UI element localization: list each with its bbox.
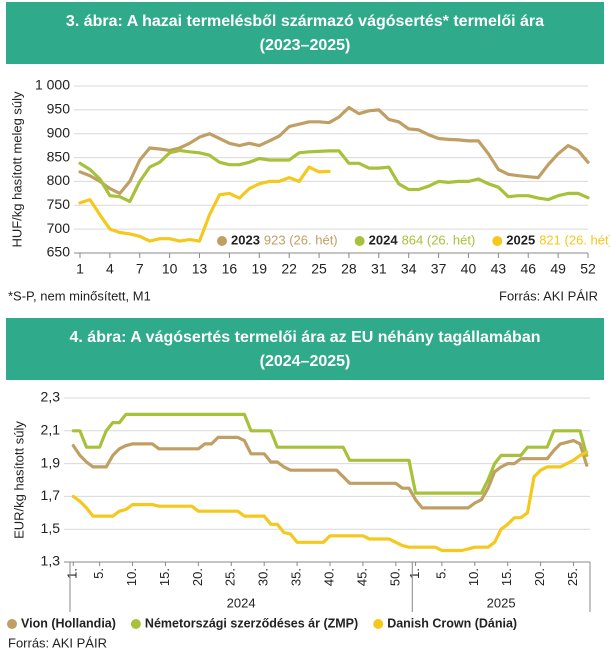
header-band <box>6 2 604 64</box>
x-tick-label: 46 <box>520 261 536 277</box>
chart-title: 4. ábra: A vágósertés termelői ára az EU… <box>70 329 541 346</box>
series-line <box>78 148 590 204</box>
x-tick-label: 22 <box>281 261 297 277</box>
x-tick-label: 10. <box>124 568 139 586</box>
x-tick-label: 31 <box>371 261 387 277</box>
y-tick-label: 2,1 <box>41 422 61 438</box>
x-tick-label: 28 <box>341 261 357 277</box>
x-tick-label: 19 <box>252 261 268 277</box>
legend-marker <box>354 236 365 246</box>
source: Forrás: AKI PÁIR <box>8 635 107 650</box>
y-axis-label: HUF/kg hasított meleg súly <box>9 91 24 248</box>
x-tick-label: 15. <box>499 568 514 586</box>
series-line <box>71 435 589 510</box>
y-tick-label: 1,7 <box>41 487 61 503</box>
x-tick-label: 1. <box>65 568 80 579</box>
series-line <box>78 165 331 243</box>
legend-name: Danish Crown (Dánia) <box>387 616 517 630</box>
x-tick-label: 20. <box>532 568 547 586</box>
x-tick-label: 35. <box>289 568 304 586</box>
x-tick-label: 10. <box>466 568 481 586</box>
y-tick-label: 850 <box>47 148 71 164</box>
y-tick-label: 1,9 <box>41 454 61 470</box>
y-tick-label: 1,3 <box>41 553 61 569</box>
x-tick-label: 34 <box>401 261 417 277</box>
x-tick-label: 45. <box>354 568 369 586</box>
legend-marker <box>217 236 227 246</box>
x-tick-label: 1. <box>407 568 422 579</box>
x-tick-label: 20. <box>190 568 205 586</box>
x-tick-label: 10 <box>162 261 178 277</box>
y-tick-label: 1 000 <box>35 77 70 93</box>
chart-title: 3. ábra: A hazai termelésből származó vá… <box>66 13 544 30</box>
chart-subtitle: (2023–2025) <box>260 37 351 54</box>
legend-note: 923 (26. hét) <box>264 232 338 247</box>
x-tick-label: 40 <box>461 261 477 277</box>
x-tick-label: 4 <box>106 261 114 277</box>
x-tick-label: 7 <box>136 261 144 277</box>
y-tick-label: 750 <box>47 196 71 212</box>
x-tick-label: 16 <box>222 261 238 277</box>
legend-marker <box>130 619 141 629</box>
legend: 2023 923 (26. hét) 2024 864 (26. hét) 2025 82… <box>217 232 610 247</box>
chart-subtitle: (2024–2025) <box>260 353 351 370</box>
x-group-label: 2024 <box>227 595 256 610</box>
y-axis-label: EUR/kg hasított súly <box>11 421 26 539</box>
x-tick-label: 15. <box>157 568 172 586</box>
x-tick-label: 5. <box>433 568 448 579</box>
source: Forrás: AKI PÁIR <box>499 288 598 303</box>
x-group-label: 2025 <box>487 595 516 610</box>
legend-name: 2025 <box>506 232 535 247</box>
legend-name: 2024 <box>369 232 399 247</box>
legend-name: Németországi szerződéses ár (ZMP) <box>145 616 358 630</box>
x-tick-label: 25 <box>311 261 327 277</box>
x-tick-label: 13 <box>192 261 208 277</box>
series-line <box>78 105 590 195</box>
legend-name: Vion (Hollandia) <box>21 616 116 630</box>
x-tick-label: 50. <box>387 568 402 586</box>
x-tick-label: 30. <box>256 568 271 586</box>
legend-marker <box>7 619 17 629</box>
x-tick-label: 40. <box>321 568 336 586</box>
series-line <box>71 412 589 495</box>
y-tick-label: 800 <box>47 172 71 188</box>
x-tick-label: 25. <box>565 568 580 586</box>
x-tick-label: 37 <box>431 261 447 277</box>
y-tick-label: 950 <box>47 101 71 117</box>
header-band <box>6 318 604 380</box>
legend-name: 2023 <box>231 232 260 247</box>
y-tick-label: 2,3 <box>41 389 61 405</box>
legend-note: 864 (26. hét) <box>402 232 476 247</box>
y-tick-label: 1,5 <box>41 520 61 536</box>
x-tick-label: 49 <box>550 261 566 277</box>
series-line <box>71 450 589 553</box>
x-tick-label: 1 <box>76 261 84 277</box>
x-tick-label: 43 <box>491 261 507 277</box>
y-tick-label: 700 <box>47 220 71 236</box>
x-tick-label: 52 <box>580 261 596 277</box>
x-tick-label: 25. <box>223 568 238 586</box>
legend-note: 821 (26. hét) <box>539 232 610 247</box>
legend-marker <box>492 236 503 246</box>
y-tick-label: 650 <box>47 244 71 260</box>
legend-marker <box>373 619 384 629</box>
x-tick-label: 5. <box>91 568 106 579</box>
y-tick-label: 900 <box>47 124 71 140</box>
footnote: *S-P, nem minősített, M1 <box>8 288 151 303</box>
